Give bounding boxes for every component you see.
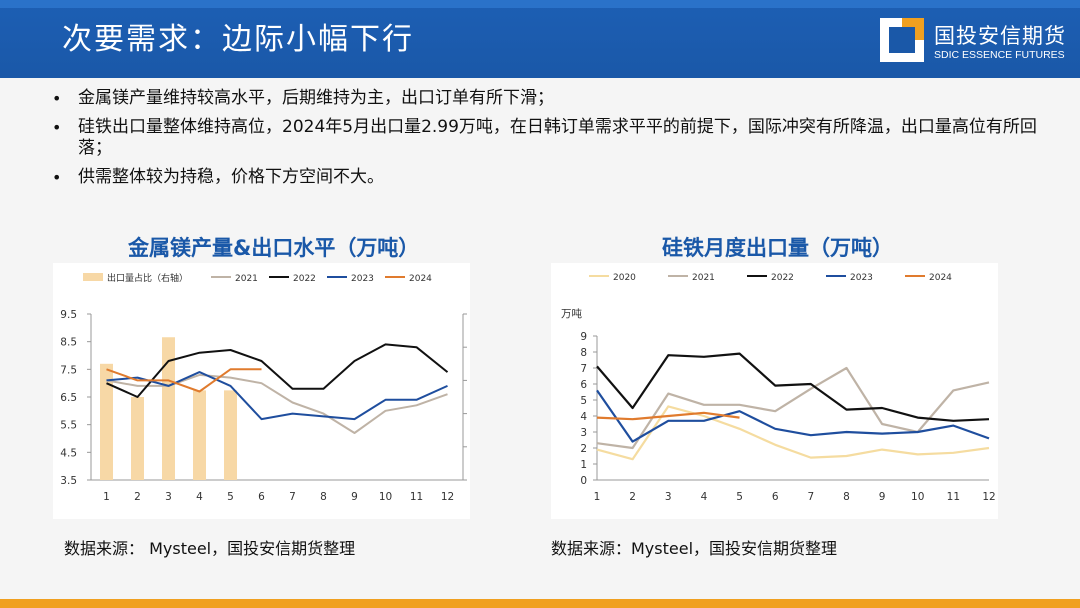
chart-panel-magnesium: 3.54.55.56.57.58.59.50%10%20%30%40%50%12… [53,263,494,519]
y-tick-label: 8 [580,347,587,359]
series-line-2023 [596,389,990,443]
y-axis-unit-label: 万吨 [561,307,582,320]
legend-swatch-bar [83,273,103,281]
y-tick-label: 3.5 [60,475,77,487]
logo-chinese-name: 国投安信期货 [934,24,1066,48]
y-tick-label: 9 [580,331,587,343]
series-line-2021 [106,373,448,434]
bullet-item: 供需整体较为持稳，价格下方空间不大。 [48,167,1058,188]
y-tick-label: 6.5 [60,392,77,404]
x-tick-label: 5 [736,491,743,503]
bar-export-share [100,363,113,480]
x-tick-label: 11 [410,491,423,503]
x-tick-label: 4 [701,491,708,503]
series-line-2020 [596,405,990,461]
x-tick-label: 9 [351,491,358,503]
series-line-2024 [106,368,262,393]
legend-label: 2023 [351,274,374,284]
x-tick-label: 2 [629,491,636,503]
company-logo: 国投安信期货 SDIC ESSENCE FUTURES [880,16,1070,66]
x-tick-label: 8 [843,491,850,503]
legend-label: 2023 [850,273,873,283]
page-title: 次要需求：边际小幅下行 [62,22,414,57]
x-tick-label: 6 [772,491,779,503]
y-tick-label: 8.5 [60,337,77,349]
x-tick-label: 8 [320,491,327,503]
y-tick-label: 2 [580,443,587,455]
x-tick-label: 12 [982,491,995,503]
x-tick-label: 12 [441,491,454,503]
legend-label: 2021 [235,274,258,284]
series-line-2022 [596,352,990,422]
bullet-item: 硅铁出口量整体维持高位，2024年5月出口量2.99万吨，在日韩订单需求平平的前… [48,117,1058,159]
x-tick-label: 6 [258,491,265,503]
y-tick-label: 0 [580,475,587,487]
bar-export-share [193,390,206,480]
x-tick-label: 10 [911,491,924,503]
legend-label: 2024 [409,274,432,284]
logo-english-name: SDIC ESSENCE FUTURES [934,49,1065,61]
x-tick-label: 11 [947,491,960,503]
x-tick-label: 3 [665,491,672,503]
chart-title-ferrosilicon: 硅铁月度出口量（万吨） [662,236,893,260]
chart-title-magnesium: 金属镁产量&出口水平（万吨） [128,236,420,260]
logo-mark-icon [880,18,924,62]
y-tick-label: 5.5 [60,420,77,432]
x-tick-label: 7 [807,491,814,503]
bar-export-share [131,397,144,480]
x-tick-label: 2 [134,491,141,503]
y-tick-label: 9.5 [60,309,77,321]
bar-export-share [162,337,175,480]
x-tick-label: 1 [594,491,601,503]
legend-label: 2021 [692,273,715,283]
magnesium-chart: 3.54.55.56.57.58.59.50%10%20%30%40%50%12… [60,272,494,503]
header-top-stripe [0,0,1080,8]
y-tick-label: 4.5 [60,447,77,459]
data-source-left: 数据来源： Mysteel，国投安信期货整理 [64,539,356,558]
x-tick-label: 5 [227,491,234,503]
y-tick-label: 7 [580,363,587,375]
bullet-list: 金属镁产量维持较高水平，后期维持为主，出口订单有所下滑； 硅铁出口量整体维持高位… [48,88,1058,196]
y-tick-label: 7.5 [60,364,77,376]
legend-label: 2024 [929,273,952,283]
bar-export-share [224,390,237,480]
x-tick-label: 9 [879,491,886,503]
y-tick-label: 5 [580,395,587,407]
y-tick-label: 4 [580,411,587,423]
chart-panel-ferrosilicon: 万吨 0 1 2 3 4 5 6 7 8 9 1 2 3 4 5 6 7 8 9 10 11 12 2020 2021 2022 2… [551,263,998,519]
data-source-right: 数据来源：Mysteel，国投安信期货整理 [551,539,838,558]
legend-label: 2022 [771,273,794,283]
header-bar: 次要需求：边际小幅下行 国投安信期货 SDIC ESSENCE FUTURES [0,0,1080,78]
x-tick-label: 4 [196,491,203,503]
legend-label: 2022 [293,274,316,284]
x-tick-label: 7 [289,491,296,503]
legend-label: 2020 [613,273,636,283]
bullet-item: 金属镁产量维持较高水平，后期维持为主，出口订单有所下滑； [48,88,1058,109]
series-line-2021 [596,366,990,450]
series-line-2023 [106,371,448,421]
legend-label: 出口量占比（右轴） [107,272,188,284]
y-tick-label: 1 [580,459,587,471]
y-tick-label: 6 [580,379,587,391]
x-tick-label: 3 [165,491,172,503]
series-line-2022 [106,343,449,398]
y-tick-label: 3 [580,427,587,439]
footer-stripe [0,599,1080,608]
x-tick-label: 10 [379,491,392,503]
x-tick-label: 1 [103,491,110,503]
series-line-2024 [596,411,740,421]
